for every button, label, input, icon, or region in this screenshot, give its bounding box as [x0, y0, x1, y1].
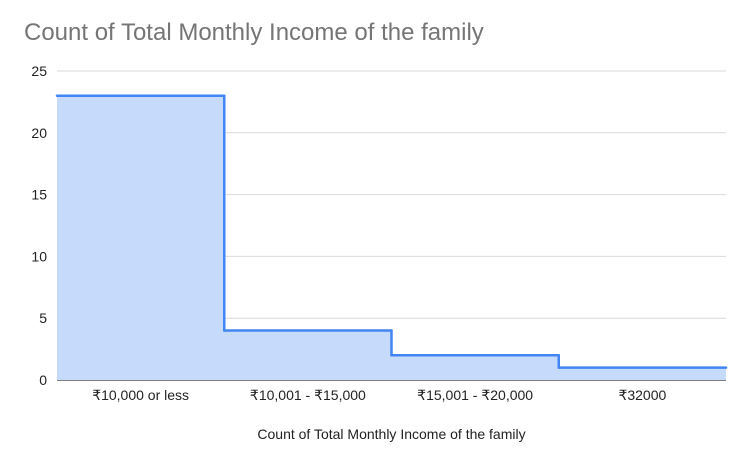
- y-tick-label: 15: [31, 187, 47, 203]
- y-tick-label: 20: [31, 125, 47, 141]
- y-tick-label: 10: [31, 248, 47, 264]
- y-axis-ticks: 0 5 10 15 20 25: [31, 63, 47, 388]
- x-tick-label: ₹32000: [618, 387, 666, 403]
- x-axis-ticks: ₹10,000 or less ₹10,001 - ₹15,000 ₹15,001 …: [92, 387, 666, 403]
- x-tick-label: ₹10,001 - ₹15,000: [250, 387, 366, 403]
- y-tick-label: 5: [39, 310, 47, 326]
- x-axis-title: Count of Total Monthly Income of the fam…: [257, 426, 525, 442]
- area-series: [55, 94, 728, 380]
- chart-title: Count of Total Monthly Income of the fam…: [24, 19, 484, 46]
- y-tick-label: 25: [31, 63, 47, 79]
- x-tick-label: ₹15,001 - ₹20,000: [417, 387, 533, 403]
- y-tick-label: 0: [39, 372, 47, 388]
- x-tick-label: ₹10,000 or less: [92, 387, 189, 403]
